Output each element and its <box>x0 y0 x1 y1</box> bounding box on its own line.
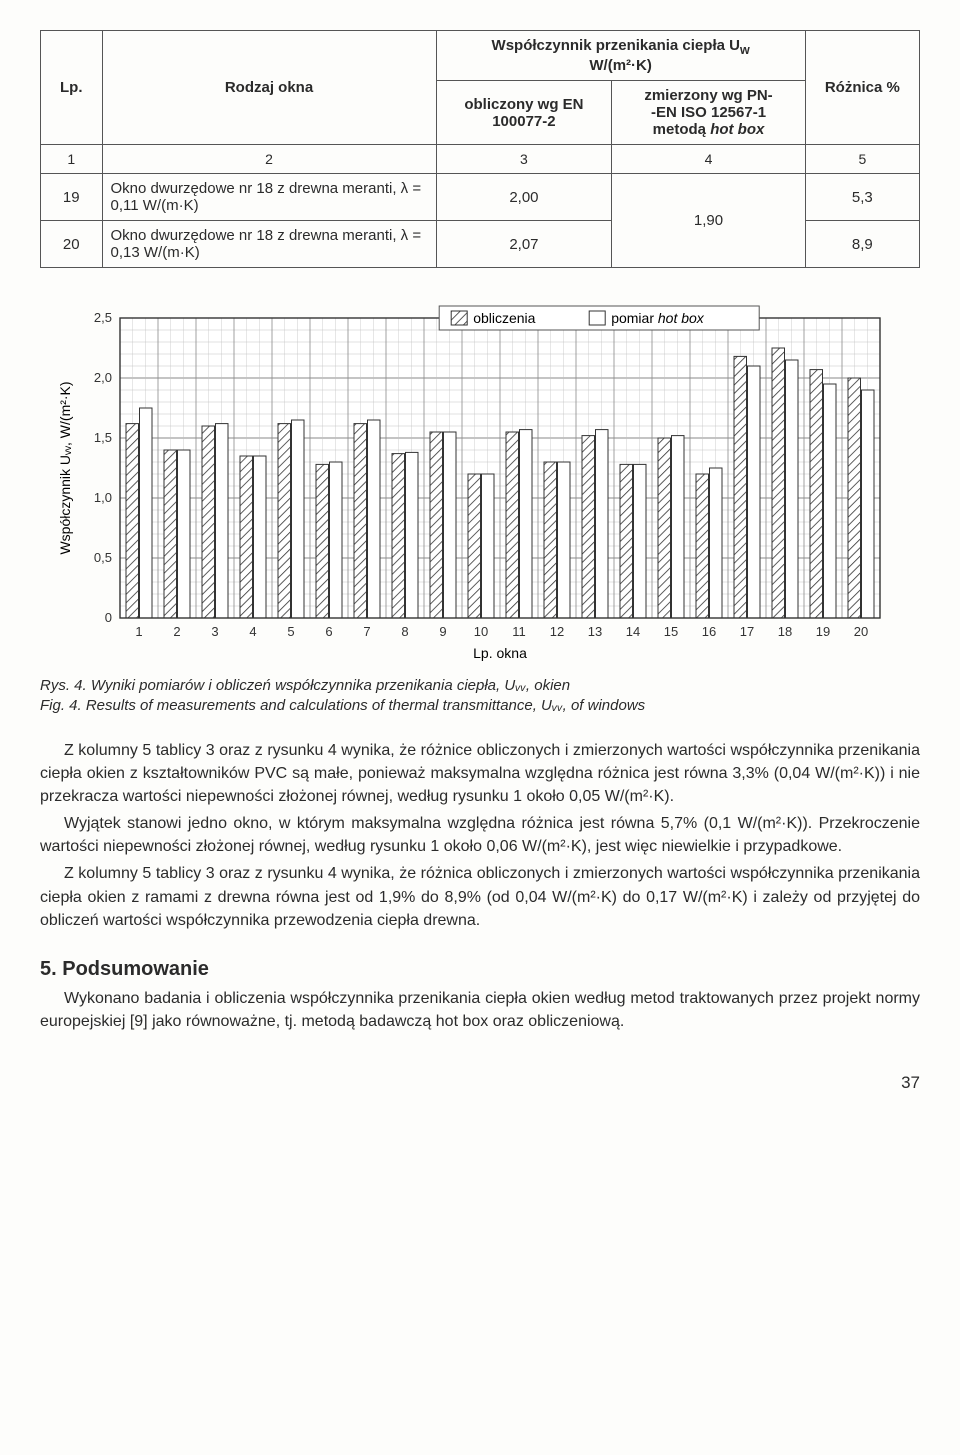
svg-text:2,5: 2,5 <box>94 310 112 325</box>
figure-caption: Rys. 4. Wyniki pomiarów i obliczeń współ… <box>40 676 920 717</box>
cell-roznica: 5,3 <box>805 174 919 221</box>
bar-chart: 00,51,01,52,02,5123456789101112131415161… <box>40 298 920 668</box>
figure-4: 00,51,01,52,02,5123456789101112131415161… <box>40 298 920 717</box>
svg-text:2,0: 2,0 <box>94 370 112 385</box>
svg-text:19: 19 <box>816 624 830 639</box>
svg-text:1,0: 1,0 <box>94 490 112 505</box>
paragraph: Z kolumny 5 tablicy 3 oraz z rysunku 4 w… <box>40 739 920 809</box>
th-uw: Współczynnik przenikania ciepła Uw W/(m²… <box>436 31 805 81</box>
svg-text:7: 7 <box>363 624 370 639</box>
th-uw-sub: w <box>740 43 750 57</box>
cell-obliczony: 2,00 <box>436 174 612 221</box>
th-rodzaj: Rodzaj okna <box>102 31 436 145</box>
th-uw-unit: W/(m²·K) <box>589 57 651 74</box>
th-zm-hotbox: hot box <box>710 121 764 138</box>
colnum-1: 1 <box>41 145 103 174</box>
body-text: Z kolumny 5 tablicy 3 oraz z rysunku 4 w… <box>40 739 920 933</box>
svg-text:1: 1 <box>135 624 142 639</box>
cell-zmierzony-shared: 1,90 <box>612 174 805 268</box>
th-zm-1: zmierzony wg PN- <box>644 87 772 104</box>
svg-text:15: 15 <box>664 624 678 639</box>
svg-text:6: 6 <box>325 624 332 639</box>
th-roznica: Różnica % <box>805 31 919 145</box>
svg-text:9: 9 <box>439 624 446 639</box>
caption-en: Fig. 4. Results of measurements and calc… <box>40 697 645 714</box>
svg-text:Lp. okna: Lp. okna <box>473 645 527 661</box>
cell-lp: 19 <box>41 174 103 221</box>
th-zmierzony: zmierzony wg PN- -EN ISO 12567-1 metodą … <box>612 81 805 145</box>
table-row: 19 Okno dwurzędowe nr 18 z drewna merant… <box>41 174 920 221</box>
section-body: Wykonano badania i obliczenia współczynn… <box>40 987 920 1033</box>
svg-text:0,5: 0,5 <box>94 550 112 565</box>
svg-text:0: 0 <box>105 610 112 625</box>
uw-table: Lp. Rodzaj okna Współczynnik przenikania… <box>40 30 920 268</box>
caption-pl: Rys. 4. Wyniki pomiarów i obliczeń współ… <box>40 677 570 694</box>
th-lp: Lp. <box>41 31 103 145</box>
svg-text:16: 16 <box>702 624 716 639</box>
svg-text:8: 8 <box>401 624 408 639</box>
colnum-4: 4 <box>612 145 805 174</box>
svg-text:3: 3 <box>211 624 218 639</box>
paragraph: Wykonano badania i obliczenia współczynn… <box>40 987 920 1033</box>
th-zm-3: metodą <box>653 121 711 138</box>
svg-text:12: 12 <box>550 624 564 639</box>
th-uw-text: Współczynnik przenikania ciepła U <box>492 37 740 54</box>
svg-text:14: 14 <box>626 624 640 639</box>
svg-text:obliczenia: obliczenia <box>473 310 535 326</box>
colnum-3: 3 <box>436 145 612 174</box>
colnum-2: 2 <box>102 145 436 174</box>
cell-roznica: 8,9 <box>805 221 919 268</box>
th-obliczony: obliczony wg EN 100077-2 <box>436 81 612 145</box>
svg-text:pomiar hot box: pomiar hot box <box>611 310 705 326</box>
paragraph: Wyjątek stanowi jedno okno, w którym mak… <box>40 812 920 858</box>
svg-text:10: 10 <box>474 624 488 639</box>
svg-text:1,5: 1,5 <box>94 430 112 445</box>
svg-text:Współczynnik Uᵥᵥ, W/(m²·K): Współczynnik Uᵥᵥ, W/(m²·K) <box>57 381 73 554</box>
page-number: 37 <box>40 1073 920 1093</box>
svg-text:13: 13 <box>588 624 602 639</box>
svg-text:17: 17 <box>740 624 754 639</box>
cell-lp: 20 <box>41 221 103 268</box>
cell-rodzaj: Okno dwurzędowe nr 18 z drewna meranti, … <box>102 174 436 221</box>
table-colnum-row: 1 2 3 4 5 <box>41 145 920 174</box>
cell-rodzaj: Okno dwurzędowe nr 18 z drewna meranti, … <box>102 221 436 268</box>
svg-text:18: 18 <box>778 624 792 639</box>
section-heading: 5. Podsumowanie <box>40 958 920 981</box>
svg-text:20: 20 <box>854 624 868 639</box>
paragraph: Z kolumny 5 tablicy 3 oraz z rysunku 4 w… <box>40 862 920 932</box>
svg-text:5: 5 <box>287 624 294 639</box>
cell-obliczony: 2,07 <box>436 221 612 268</box>
th-zm-2: -EN ISO 12567-1 <box>651 104 766 121</box>
colnum-5: 5 <box>805 145 919 174</box>
svg-text:4: 4 <box>249 624 256 639</box>
svg-text:11: 11 <box>512 624 526 639</box>
svg-text:2: 2 <box>173 624 180 639</box>
